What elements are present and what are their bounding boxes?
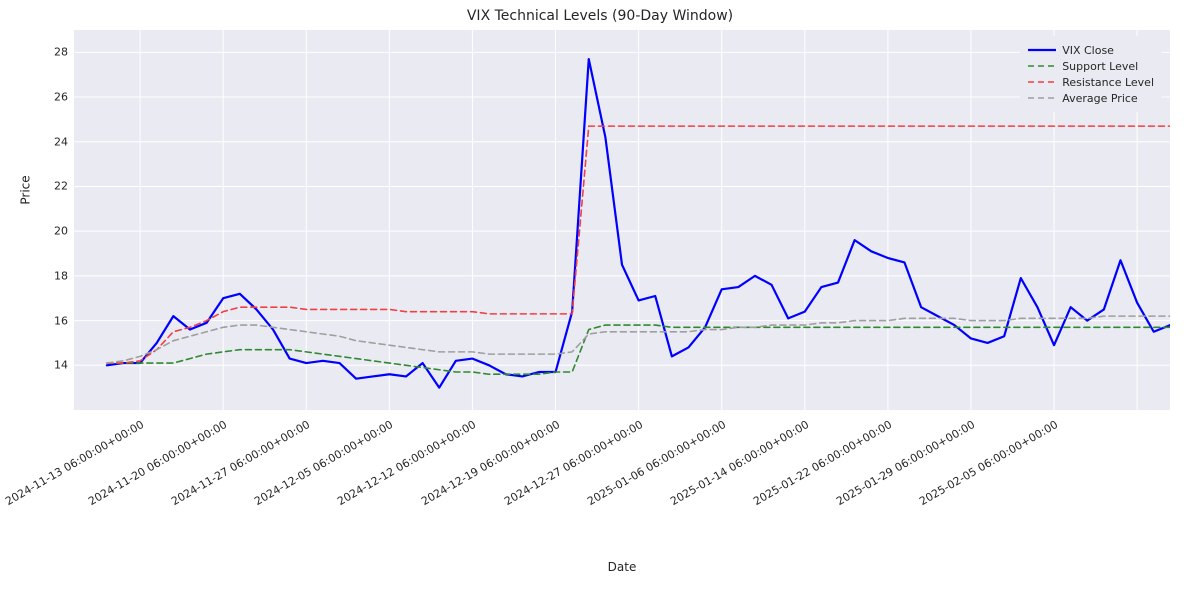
y-tick-label: 18 [8, 269, 68, 282]
legend-item: Resistance Level [1028, 74, 1154, 90]
y-tick-label: 24 [8, 135, 68, 148]
legend: VIX Close Support Level Resistance Level… [1020, 36, 1162, 112]
legend-label: Support Level [1062, 60, 1138, 73]
x-tick-label: 2024-12-05 06:00:00+00:00 [252, 418, 395, 508]
legend-label: Resistance Level [1062, 76, 1154, 89]
figure: VIX Technical Levels (90-Day Window) Pri… [0, 0, 1200, 600]
legend-item: VIX Close [1028, 42, 1154, 58]
x-tick-label: 2025-01-22 06:00:00+00:00 [751, 418, 894, 508]
plot-area [74, 30, 1170, 410]
legend-label: Average Price [1062, 92, 1138, 105]
x-axis-label: Date [74, 560, 1170, 574]
x-tick-label: 2024-11-13 06:00:00+00:00 [3, 418, 146, 508]
x-tick-label: 2024-12-12 06:00:00+00:00 [336, 418, 479, 508]
y-tick-label: 22 [8, 180, 68, 193]
x-tick-label: 2025-01-29 06:00:00+00:00 [834, 418, 977, 508]
y-tick-label: 28 [8, 46, 68, 59]
x-tick-label: 2024-11-27 06:00:00+00:00 [169, 418, 312, 508]
y-tick-label: 20 [8, 225, 68, 238]
x-tick-label: 2024-12-19 06:00:00+00:00 [419, 418, 562, 508]
x-tick-label: 2025-02-05 06:00:00+00:00 [917, 418, 1060, 508]
chart-title: VIX Technical Levels (90-Day Window) [0, 8, 1200, 24]
x-tick-label: 2024-11-20 06:00:00+00:00 [86, 418, 229, 508]
y-tick-label: 14 [8, 359, 68, 372]
x-tick-label: 2025-01-14 06:00:00+00:00 [668, 418, 811, 508]
x-tick-label: 2024-12-27 06:00:00+00:00 [502, 418, 645, 508]
y-tick-label: 26 [8, 91, 68, 104]
x-tick-label: 2025-01-06 06:00:00+00:00 [585, 418, 728, 508]
legend-label: VIX Close [1062, 44, 1114, 57]
y-tick-label: 16 [8, 314, 68, 327]
legend-item: Support Level [1028, 58, 1154, 74]
legend-item: Average Price [1028, 90, 1154, 106]
